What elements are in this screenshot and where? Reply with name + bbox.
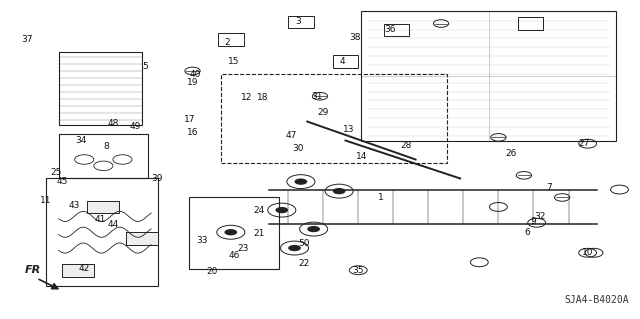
Bar <box>125 232 157 245</box>
Text: 49: 49 <box>129 122 141 131</box>
Text: 28: 28 <box>401 141 412 150</box>
Text: 32: 32 <box>534 212 545 221</box>
Text: 25: 25 <box>50 168 61 177</box>
Bar <box>218 33 244 46</box>
Text: 9: 9 <box>531 217 536 226</box>
Text: 26: 26 <box>506 149 517 158</box>
Bar <box>288 16 314 28</box>
Bar <box>46 178 157 286</box>
Text: 14: 14 <box>356 152 367 161</box>
Text: 34: 34 <box>76 136 87 145</box>
Text: 43: 43 <box>69 201 81 210</box>
Bar <box>333 55 358 68</box>
Text: 8: 8 <box>104 142 109 151</box>
Bar <box>384 24 409 36</box>
Text: 19: 19 <box>187 78 198 86</box>
Text: 2: 2 <box>225 38 230 47</box>
Text: 42: 42 <box>79 264 90 273</box>
Text: 33: 33 <box>196 236 208 245</box>
Text: 7: 7 <box>547 183 552 192</box>
Circle shape <box>294 178 307 185</box>
Text: 10: 10 <box>582 248 593 257</box>
Text: 13: 13 <box>343 125 355 134</box>
Text: 17: 17 <box>184 115 195 124</box>
Text: 6: 6 <box>524 228 530 237</box>
Text: 36: 36 <box>385 25 396 34</box>
Text: 38: 38 <box>349 33 361 42</box>
Text: 37: 37 <box>21 35 33 44</box>
Text: 11: 11 <box>40 196 52 205</box>
Text: 20: 20 <box>206 267 218 276</box>
Bar <box>221 74 447 163</box>
Text: 21: 21 <box>254 229 265 238</box>
Text: 48: 48 <box>108 119 118 128</box>
Text: 41: 41 <box>95 215 106 224</box>
Circle shape <box>307 226 320 232</box>
Text: 31: 31 <box>311 92 323 101</box>
Text: 40: 40 <box>190 70 202 78</box>
Text: 5: 5 <box>142 62 148 71</box>
Text: 3: 3 <box>295 18 301 26</box>
Bar <box>88 201 119 213</box>
Circle shape <box>288 245 301 251</box>
Text: 4: 4 <box>339 57 345 66</box>
Text: 16: 16 <box>187 128 198 137</box>
Text: 27: 27 <box>579 139 590 148</box>
Circle shape <box>275 207 288 213</box>
Text: 24: 24 <box>254 206 265 215</box>
Text: 39: 39 <box>152 174 163 183</box>
Text: 50: 50 <box>298 239 310 248</box>
Text: 46: 46 <box>228 251 239 260</box>
Text: 1: 1 <box>378 193 383 202</box>
Text: 15: 15 <box>228 57 240 66</box>
Circle shape <box>225 229 237 235</box>
Text: FR: FR <box>25 265 42 275</box>
Text: 44: 44 <box>108 220 118 229</box>
Text: 23: 23 <box>238 243 249 253</box>
Text: 29: 29 <box>317 108 329 116</box>
Bar <box>62 264 94 277</box>
Circle shape <box>333 188 346 194</box>
Text: 12: 12 <box>241 93 252 102</box>
Text: 30: 30 <box>292 144 303 153</box>
Text: 22: 22 <box>298 259 310 268</box>
Bar <box>59 134 148 178</box>
Bar <box>189 197 278 269</box>
Text: 45: 45 <box>56 177 68 186</box>
Text: 47: 47 <box>285 131 297 140</box>
Text: 35: 35 <box>353 266 364 275</box>
Text: SJA4-B4020A: SJA4-B4020A <box>564 295 629 305</box>
Text: 18: 18 <box>257 93 268 102</box>
Bar <box>518 17 543 30</box>
